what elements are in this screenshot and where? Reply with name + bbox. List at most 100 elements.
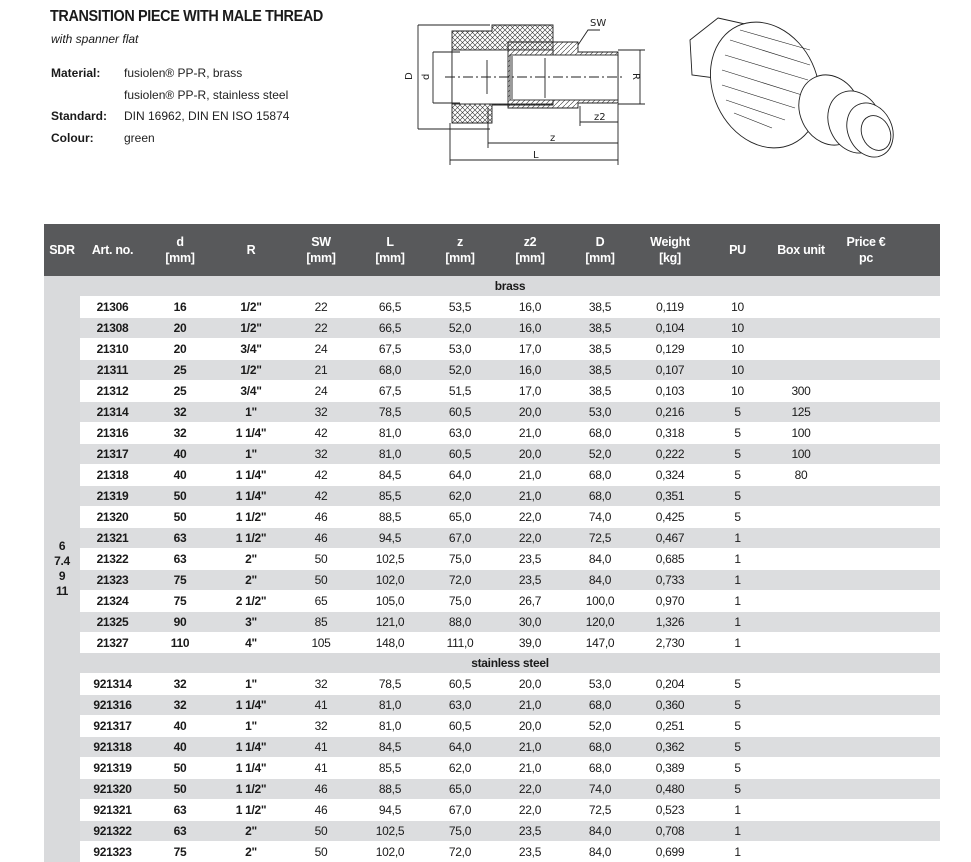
cell-pu: 5 bbox=[705, 779, 770, 800]
column-header-pu: PU bbox=[705, 224, 770, 276]
cell-sw: 21 bbox=[287, 360, 355, 381]
cell-sw: 50 bbox=[287, 842, 355, 862]
cell-filler bbox=[900, 444, 940, 465]
column-header-unit: [mm] bbox=[145, 250, 215, 266]
cell-filler bbox=[900, 842, 940, 862]
sdr-value: 6 bbox=[44, 539, 80, 554]
cell-weight: 0,103 bbox=[635, 381, 705, 402]
cell-filler bbox=[900, 695, 940, 716]
cell-outer-d: 84,0 bbox=[565, 570, 635, 591]
cell-z: 62,0 bbox=[425, 486, 495, 507]
cell-z2: 16,0 bbox=[495, 318, 565, 339]
column-header-label: SDR bbox=[44, 242, 80, 258]
cell-z: 60,5 bbox=[425, 716, 495, 737]
cell-filler bbox=[900, 528, 940, 549]
cell-weight: 0,222 bbox=[635, 444, 705, 465]
dim-label-D: D bbox=[404, 72, 415, 80]
cell-price bbox=[832, 633, 900, 654]
cell-sw: 32 bbox=[287, 674, 355, 695]
cell-z: 65,0 bbox=[425, 779, 495, 800]
cell-filler bbox=[900, 800, 940, 821]
column-header-art-no: Art. no. bbox=[80, 224, 145, 276]
cell-outer-d: 38,5 bbox=[565, 318, 635, 339]
cell-filler bbox=[900, 737, 940, 758]
cell-l: 102,5 bbox=[355, 549, 425, 570]
cell-price bbox=[832, 423, 900, 444]
cell-sw: 46 bbox=[287, 800, 355, 821]
column-header-label: z2 bbox=[495, 234, 565, 250]
cell-l: 78,5 bbox=[355, 674, 425, 695]
cell-d: 40 bbox=[145, 716, 215, 737]
cell-price bbox=[832, 674, 900, 695]
cell-z2: 20,0 bbox=[495, 444, 565, 465]
column-header-label: d bbox=[145, 234, 215, 250]
cell-l: 121,0 bbox=[355, 612, 425, 633]
cell-outer-d: 68,0 bbox=[565, 737, 635, 758]
cell-outer-d: 38,5 bbox=[565, 297, 635, 318]
cell-sw: 65 bbox=[287, 591, 355, 612]
cell-filler bbox=[900, 633, 940, 654]
cell-r: 1 1/4" bbox=[215, 737, 287, 758]
cell-sw: 42 bbox=[287, 486, 355, 507]
column-header-unit: [mm] bbox=[355, 250, 425, 266]
column-header-z2: z2[mm] bbox=[495, 224, 565, 276]
cell-pu: 1 bbox=[705, 633, 770, 654]
cell-z2: 30,0 bbox=[495, 612, 565, 633]
cell-price bbox=[832, 570, 900, 591]
cell-filler bbox=[900, 486, 940, 507]
cell-filler bbox=[900, 339, 940, 360]
cell-art-no: 21306 bbox=[80, 297, 145, 318]
cell-l: 94,5 bbox=[355, 528, 425, 549]
cell-sw: 41 bbox=[287, 737, 355, 758]
cell-outer-d: 68,0 bbox=[565, 695, 635, 716]
cell-r: 1 1/2" bbox=[215, 528, 287, 549]
cell-pu: 5 bbox=[705, 486, 770, 507]
sdr-value: 11 bbox=[44, 584, 80, 599]
cell-filler bbox=[900, 821, 940, 842]
cell-outer-d: 52,0 bbox=[565, 716, 635, 737]
cell-z2: 26,7 bbox=[495, 591, 565, 612]
cell-d: 40 bbox=[145, 737, 215, 758]
cell-pu: 5 bbox=[705, 423, 770, 444]
page-title: TRANSITION PIECE WITH MALE THREAD bbox=[50, 8, 323, 26]
cell-pu: 1 bbox=[705, 612, 770, 633]
cell-r: 1/2" bbox=[215, 318, 287, 339]
cell-z2: 22,0 bbox=[495, 779, 565, 800]
cell-l: 66,5 bbox=[355, 297, 425, 318]
cell-z: 72,0 bbox=[425, 570, 495, 591]
cell-outer-d: 84,0 bbox=[565, 842, 635, 862]
cell-outer-d: 72,5 bbox=[565, 800, 635, 821]
cell-weight: 0,107 bbox=[635, 360, 705, 381]
cell-d: 50 bbox=[145, 507, 215, 528]
cell-weight: 0,129 bbox=[635, 339, 705, 360]
cell-price bbox=[832, 821, 900, 842]
cell-l: 66,5 bbox=[355, 318, 425, 339]
column-header-sw: SW[mm] bbox=[287, 224, 355, 276]
cell-box-unit: 100 bbox=[770, 444, 832, 465]
column-header-weight: Weight[kg] bbox=[635, 224, 705, 276]
cell-z2: 20,0 bbox=[495, 674, 565, 695]
cell-box-unit: 125 bbox=[770, 402, 832, 423]
cell-z: 64,0 bbox=[425, 737, 495, 758]
cell-d: 75 bbox=[145, 570, 215, 591]
cell-art-no: 21320 bbox=[80, 507, 145, 528]
cell-r: 1" bbox=[215, 402, 287, 423]
cell-price bbox=[832, 402, 900, 423]
cell-price bbox=[832, 381, 900, 402]
product-properties: Material:fusiolen® PP-R, brass fusiolen®… bbox=[51, 66, 289, 152]
column-header-label: L bbox=[355, 234, 425, 250]
cell-sw: 46 bbox=[287, 528, 355, 549]
cell-outer-d: 147,0 bbox=[565, 633, 635, 654]
property-value: fusiolen® PP-R, stainless steel bbox=[124, 88, 288, 110]
cell-price bbox=[832, 716, 900, 737]
cell-z: 75,0 bbox=[425, 591, 495, 612]
cell-filler bbox=[900, 318, 940, 339]
cell-r: 1 1/2" bbox=[215, 507, 287, 528]
column-header-outer-d: D[mm] bbox=[565, 224, 635, 276]
cell-box-unit bbox=[770, 758, 832, 779]
cell-weight: 0,119 bbox=[635, 297, 705, 318]
